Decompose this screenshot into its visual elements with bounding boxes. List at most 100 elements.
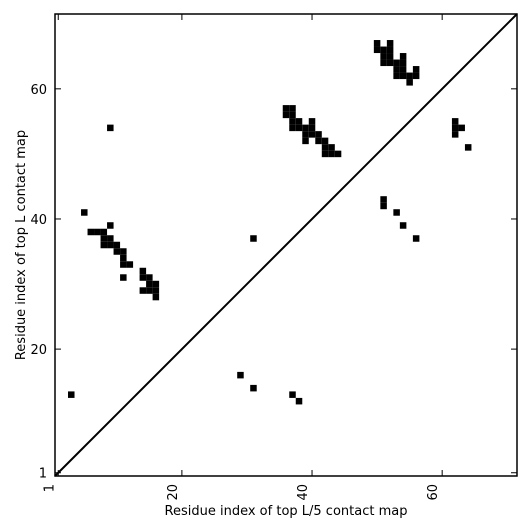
diagonal-line: [54, 13, 518, 477]
contact-point-top-l: [393, 59, 400, 67]
contact-point-top-l: [120, 248, 127, 255]
y-tick-label: 60: [30, 83, 47, 98]
contact-point-top-l: [412, 72, 420, 80]
contact-point-top-l: [380, 196, 387, 203]
contact-point-top-l: [289, 124, 296, 132]
contact-point-top-l5: [68, 391, 75, 398]
contact-point-top-l: [412, 235, 420, 242]
contact-point-top-l: [393, 72, 400, 80]
y-axis-label: Residue index of top L contact map: [14, 130, 29, 360]
contact-point-top-l: [120, 261, 127, 268]
contact-point-top-l: [146, 287, 153, 294]
contact-point-top-l: [100, 235, 108, 242]
contact-point-top-l5: [289, 391, 296, 398]
contact-point-top-l: [308, 131, 316, 138]
contact-point-top-l: [139, 287, 147, 294]
contact-point-top-l: [302, 124, 309, 132]
contact-point-top-l: [458, 124, 465, 132]
contact-point-top-l: [295, 118, 303, 125]
contact-point-top-l: [308, 118, 316, 125]
contact-point-top-l: [399, 66, 407, 73]
contact-point-top-l: [406, 72, 413, 80]
contact-point-top-l: [139, 274, 147, 281]
contact-point-top-l: [399, 72, 407, 80]
contact-point-top-l: [380, 53, 387, 60]
contact-point-top-l5: [295, 397, 303, 405]
contact-point-top-l: [386, 59, 394, 67]
contact-point-top-l: [152, 287, 160, 294]
contact-point-top-l: [302, 137, 309, 145]
contact-point-top-l: [139, 267, 147, 275]
contact-point-top-l: [126, 261, 134, 268]
contact-point-top-l: [386, 40, 394, 47]
x-tick-label: 1: [42, 484, 57, 492]
contact-point-top-l: [373, 46, 381, 54]
x-tick-label: 40: [296, 484, 311, 501]
contact-point-top-l: [399, 222, 407, 229]
contact-point-top-l: [328, 150, 335, 158]
plot-frame: [54, 13, 518, 477]
contact-point-top-l: [399, 53, 407, 60]
contact-point-top-l: [451, 118, 459, 125]
y-tick-label: 40: [30, 213, 47, 228]
y-axis-ticks: 1 20 40 60: [30, 83, 517, 482]
y-tick-label: 1: [39, 467, 47, 482]
contact-point-top-l: [87, 228, 95, 236]
contact-point-top-l: [328, 144, 335, 151]
contact-point-top-l: [289, 105, 296, 112]
contact-point-top-l: [152, 280, 160, 288]
contact-point-top-l: [295, 124, 303, 132]
contact-point-top-l: [315, 137, 322, 145]
x-tick-label: 60: [426, 484, 441, 501]
contact-marks: [68, 40, 472, 405]
contact-point-top-l: [399, 59, 407, 67]
contact-point-top-l: [386, 46, 394, 54]
contact-point-top-l: [107, 241, 114, 249]
contact-point-top-l: [113, 241, 121, 249]
contact-point-top-l5: [237, 371, 244, 379]
contact-point-top-l: [107, 235, 114, 242]
contact-point-top-l: [380, 46, 387, 54]
contact-point-top-l: [146, 274, 153, 281]
contact-point-top-l: [282, 105, 290, 112]
contact-point-top-l: [451, 131, 459, 138]
contact-point-top-l: [146, 280, 153, 288]
contact-point-top-l: [152, 293, 160, 301]
contact-point-top-l: [380, 202, 387, 210]
contact-point-top-l: [373, 40, 381, 47]
contact-point-top-l: [302, 131, 309, 138]
x-axis-ticks: 1 20 40 60: [42, 14, 443, 501]
contact-point-top-l: [308, 124, 316, 132]
contact-point-top-l: [120, 254, 127, 262]
contact-point-top-l: [406, 79, 413, 86]
contact-point-top-l: [289, 111, 296, 119]
contact-point-top-l: [451, 124, 459, 132]
contact-point-top-l: [289, 118, 296, 125]
contact-point-top-l: [100, 228, 108, 236]
contact-point-top-l: [334, 150, 342, 158]
contact-point-top-l: [393, 66, 400, 73]
contact-point-top-l: [81, 209, 88, 216]
x-tick-label: 20: [166, 484, 181, 501]
contact-point-top-l: [282, 111, 290, 119]
contact-point-top-l5: [250, 384, 257, 392]
contact-point-top-l: [321, 144, 329, 151]
contact-point-top-l: [113, 248, 121, 255]
y-tick-label: 20: [30, 343, 47, 358]
contact-point-top-l: [315, 131, 322, 138]
contact-point-top-l: [107, 222, 114, 229]
contact-point-top-l: [386, 53, 394, 60]
contact-point-top-l: [393, 209, 400, 216]
contact-point-top-l: [120, 274, 127, 281]
contact-point-top-l: [321, 150, 329, 158]
x-axis-label: Residue index of top L/5 contact map: [165, 504, 408, 519]
contact-point-top-l: [107, 124, 114, 132]
contact-point-top-l: [321, 137, 329, 145]
contact-point-top-l: [464, 144, 472, 151]
contact-point-top-l: [94, 228, 101, 236]
contact-point-top-l: [250, 235, 257, 242]
contact-point-top-l: [100, 241, 108, 249]
contact-point-top-l: [380, 59, 387, 67]
contact-point-top-l: [412, 66, 420, 73]
